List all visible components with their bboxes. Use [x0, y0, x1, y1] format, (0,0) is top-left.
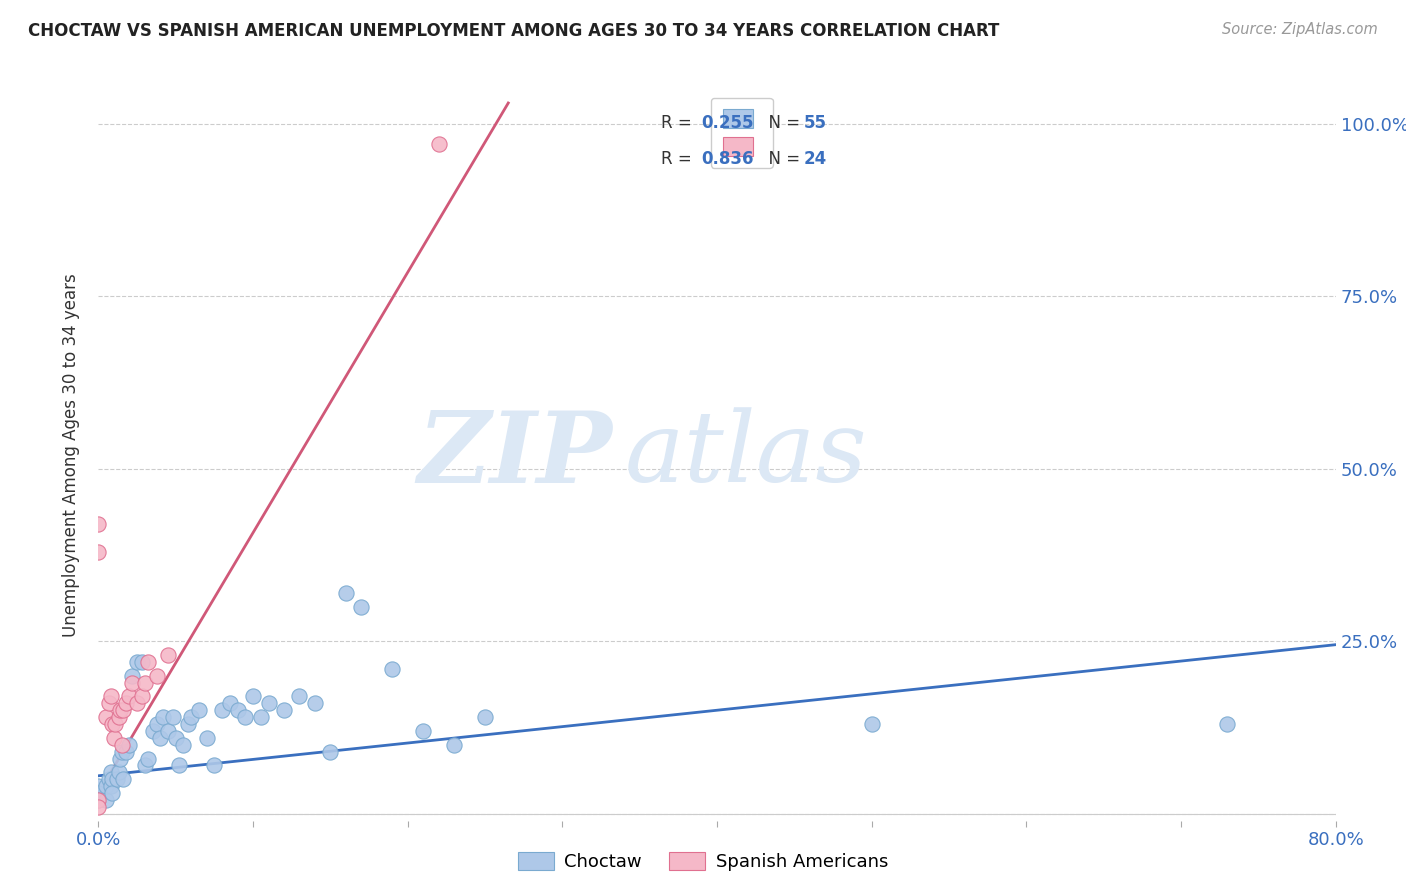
Point: [350, 599, 373, 614]
Point: [412, 723, 434, 738]
Text: 24: 24: [804, 150, 827, 168]
Point: [96, 793, 118, 807]
Point: [335, 586, 357, 600]
Point: [152, 710, 174, 724]
Point: [195, 731, 218, 745]
Point: [107, 710, 129, 724]
Point: [98, 696, 121, 710]
Point: [103, 731, 125, 745]
Text: atlas: atlas: [624, 408, 868, 502]
Point: [142, 723, 165, 738]
Point: [157, 723, 180, 738]
Point: [304, 696, 326, 710]
Point: [111, 738, 134, 752]
Point: [98, 772, 121, 787]
Point: [167, 758, 190, 772]
Point: [288, 690, 311, 704]
Point: [180, 710, 202, 724]
Point: [235, 710, 257, 724]
Point: [131, 655, 153, 669]
Text: R =: R =: [661, 150, 697, 168]
Point: [204, 758, 226, 772]
Point: [111, 745, 134, 759]
Point: [1216, 717, 1239, 731]
Point: [162, 710, 184, 724]
Point: [427, 137, 450, 152]
Point: [149, 731, 172, 745]
Point: [131, 690, 153, 704]
Point: [100, 765, 122, 780]
Point: [136, 751, 159, 765]
Point: [108, 751, 131, 765]
Point: [87, 544, 110, 558]
Point: [381, 662, 404, 676]
Legend: Choctaw, Spanish Americans: Choctaw, Spanish Americans: [510, 845, 896, 879]
Text: Source: ZipAtlas.com: Source: ZipAtlas.com: [1222, 22, 1378, 37]
Point: [112, 772, 135, 787]
Point: [108, 703, 131, 717]
Point: [96, 779, 118, 793]
Point: [127, 655, 149, 669]
Point: [165, 731, 187, 745]
Y-axis label: Unemployment Among Ages 30 to 34 years: Unemployment Among Ages 30 to 34 years: [62, 273, 80, 637]
Point: [257, 696, 280, 710]
Point: [157, 648, 180, 662]
Point: [136, 655, 159, 669]
Point: [474, 710, 496, 724]
Point: [87, 786, 110, 800]
Point: [101, 717, 124, 731]
Point: [115, 696, 138, 710]
Point: [87, 516, 110, 531]
Point: [107, 765, 129, 780]
Point: [101, 786, 124, 800]
Text: 0.255: 0.255: [702, 114, 754, 132]
Point: [443, 738, 465, 752]
Legend: , : ,: [711, 97, 773, 168]
Point: [250, 710, 273, 724]
Text: ZIP: ZIP: [418, 407, 612, 503]
Text: N =: N =: [758, 114, 806, 132]
Point: [177, 717, 200, 731]
Point: [226, 703, 249, 717]
Point: [96, 710, 118, 724]
Point: [173, 738, 195, 752]
Point: [115, 745, 138, 759]
Point: [860, 717, 883, 731]
Point: [219, 696, 242, 710]
Point: [87, 800, 110, 814]
Point: [134, 675, 156, 690]
Point: [100, 690, 122, 704]
Point: [87, 793, 110, 807]
Point: [146, 717, 169, 731]
Point: [100, 779, 122, 793]
Point: [134, 758, 156, 772]
Point: [211, 703, 233, 717]
Point: [87, 793, 110, 807]
Text: R =: R =: [661, 114, 697, 132]
Text: CHOCTAW VS SPANISH AMERICAN UNEMPLOYMENT AMONG AGES 30 TO 34 YEARS CORRELATION C: CHOCTAW VS SPANISH AMERICAN UNEMPLOYMENT…: [28, 22, 1000, 40]
Text: N =: N =: [758, 150, 806, 168]
Point: [104, 717, 127, 731]
Point: [121, 669, 143, 683]
Point: [188, 703, 211, 717]
Point: [105, 772, 128, 787]
Text: 0.836: 0.836: [702, 150, 754, 168]
Point: [319, 745, 342, 759]
Point: [273, 703, 295, 717]
Point: [146, 669, 169, 683]
Point: [87, 779, 110, 793]
Point: [118, 738, 141, 752]
Text: 55: 55: [804, 114, 827, 132]
Point: [101, 772, 124, 787]
Point: [127, 696, 149, 710]
Point: [118, 690, 141, 704]
Point: [112, 703, 135, 717]
Point: [121, 675, 143, 690]
Point: [242, 690, 264, 704]
